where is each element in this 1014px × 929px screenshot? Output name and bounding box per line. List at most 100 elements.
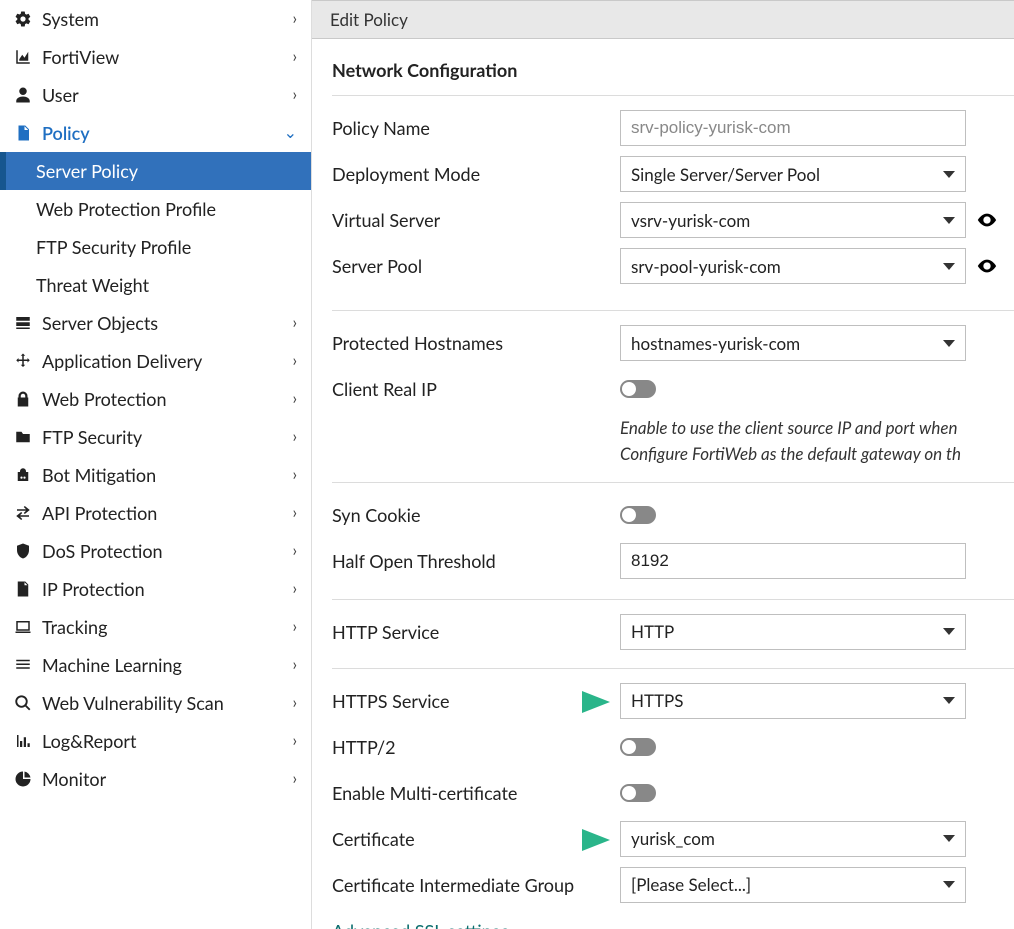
select-value: srv-pool-yurisk-com xyxy=(631,256,943,277)
nav-application-delivery[interactable]: Application Delivery › xyxy=(0,342,311,380)
label-multi-cert: Enable Multi-certificate xyxy=(332,782,620,804)
main-panel: Edit Policy Network Configuration Policy… xyxy=(312,0,1014,929)
nav-ip-protection[interactable]: IP Protection › xyxy=(0,570,311,608)
chevron-right-icon: › xyxy=(292,579,297,598)
nav-api-protection[interactable]: API Protection › xyxy=(0,494,311,532)
select-server-pool[interactable]: srv-pool-yurisk-com xyxy=(620,248,966,284)
hint-text: Enable to use the client source IP and p… xyxy=(332,415,1014,468)
caret-down-icon xyxy=(943,263,955,270)
chevron-right-icon: › xyxy=(292,389,297,408)
nav-web-vuln-scan[interactable]: Web Vulnerability Scan › xyxy=(0,684,311,722)
bars-icon xyxy=(12,732,34,750)
divider xyxy=(332,95,1014,96)
nav-label: Bot Mitigation xyxy=(42,464,292,486)
select-certificate[interactable]: yurisk_com xyxy=(620,821,966,857)
label-https-service: HTTPS Service xyxy=(332,690,620,712)
hint-line: Enable to use the client source IP and p… xyxy=(620,415,1014,441)
caret-down-icon xyxy=(943,697,955,704)
chevron-right-icon: › xyxy=(292,769,297,788)
nav-dos-protection[interactable]: DoS Protection › xyxy=(0,532,311,570)
nav-label: System xyxy=(42,8,292,30)
label-policy-name: Policy Name xyxy=(332,117,620,139)
chevron-right-icon: › xyxy=(292,9,297,28)
input-half-open-threshold[interactable] xyxy=(620,543,966,579)
select-value: HTTP xyxy=(631,621,943,642)
select-cert-group[interactable]: [Please Select...] xyxy=(620,867,966,903)
nav-ftp-security[interactable]: FTP Security › xyxy=(0,418,311,456)
nav-web-protection[interactable]: Web Protection › xyxy=(0,380,311,418)
lock-icon xyxy=(12,390,34,408)
move-icon xyxy=(12,352,34,370)
nav-user[interactable]: User › xyxy=(0,76,311,114)
chevron-right-icon: › xyxy=(292,427,297,446)
view-icon[interactable] xyxy=(976,255,998,277)
gear-icon xyxy=(12,10,34,28)
nav-log-report[interactable]: Log&Report › xyxy=(0,722,311,760)
nav-system[interactable]: System › xyxy=(0,0,311,38)
label-certificate: Certificate xyxy=(332,828,620,850)
nav-policy[interactable]: Policy ⌄ xyxy=(0,114,311,152)
area-chart-icon xyxy=(12,48,34,66)
select-value: hostnames-yurisk-com xyxy=(631,333,943,354)
caret-down-icon xyxy=(943,835,955,842)
nav-machine-learning[interactable]: Machine Learning › xyxy=(0,646,311,684)
chevron-right-icon: › xyxy=(292,351,297,370)
page-title: Edit Policy xyxy=(330,9,408,30)
folder-icon xyxy=(12,428,34,446)
user-icon xyxy=(12,86,34,104)
caret-down-icon xyxy=(943,171,955,178)
label-client-real-ip: Client Real IP xyxy=(332,378,620,400)
subnav-label: FTP Security Profile xyxy=(36,236,191,258)
nav-label: IP Protection xyxy=(42,578,292,600)
select-https-service[interactable]: HTTPS xyxy=(620,683,966,719)
subnav-server-policy[interactable]: Server Policy xyxy=(0,152,311,190)
chevron-right-icon: › xyxy=(292,655,297,674)
nav-label: Web Protection xyxy=(42,388,292,410)
select-http-service[interactable]: HTTP xyxy=(620,614,966,650)
select-deployment-mode[interactable]: Single Server/Server Pool xyxy=(620,156,966,192)
divider xyxy=(332,482,1014,483)
toggle-http2[interactable] xyxy=(620,738,656,756)
server-icon xyxy=(12,314,34,332)
view-icon[interactable] xyxy=(976,209,998,231)
chevron-down-icon: ⌄ xyxy=(284,123,297,142)
select-virtual-server[interactable]: vsrv-yurisk-com xyxy=(620,202,966,238)
caret-down-icon xyxy=(943,340,955,347)
nav-label: DoS Protection xyxy=(42,540,292,562)
nav-label: Tracking xyxy=(42,616,292,638)
laptop-icon xyxy=(12,618,34,636)
caret-down-icon xyxy=(943,881,955,888)
toggle-multi-cert[interactable] xyxy=(620,784,656,802)
subnav-web-protection-profile[interactable]: Web Protection Profile xyxy=(0,190,311,228)
nav-label: Application Delivery xyxy=(42,350,292,372)
select-value: Single Server/Server Pool xyxy=(631,164,943,185)
subnav-threat-weight[interactable]: Threat Weight xyxy=(0,266,311,304)
nav-label: Policy xyxy=(42,122,284,144)
pie-icon xyxy=(12,770,34,788)
input-policy-name[interactable] xyxy=(620,110,966,146)
subnav-label: Web Protection Profile xyxy=(36,198,216,220)
chevron-right-icon: › xyxy=(292,541,297,560)
toggle-client-real-ip[interactable] xyxy=(620,380,656,398)
nav-label: FTP Security xyxy=(42,426,292,448)
toggle-syn-cookie[interactable] xyxy=(620,506,656,524)
nav-tracking[interactable]: Tracking › xyxy=(0,608,311,646)
label-syn-cookie: Syn Cookie xyxy=(332,504,620,526)
nav-monitor[interactable]: Monitor › xyxy=(0,760,311,798)
link-advanced-ssl[interactable]: Advanced SSL settings xyxy=(332,920,509,929)
nav-label: Monitor xyxy=(42,768,292,790)
chevron-right-icon: › xyxy=(292,465,297,484)
label-http-service: HTTP Service xyxy=(332,621,620,643)
chevron-right-icon: › xyxy=(292,313,297,332)
select-protected-hostnames[interactable]: hostnames-yurisk-com xyxy=(620,325,966,361)
subnav-ftp-security-profile[interactable]: FTP Security Profile xyxy=(0,228,311,266)
form-content: Network Configuration Policy Name Deploy… xyxy=(312,39,1014,929)
nav-fortiview[interactable]: FortiView › xyxy=(0,38,311,76)
nav-label: API Protection xyxy=(42,502,292,524)
nav-label: Web Vulnerability Scan xyxy=(42,692,292,714)
label-cert-group: Certificate Intermediate Group xyxy=(332,874,620,896)
nav-bot-mitigation[interactable]: Bot Mitigation › xyxy=(0,456,311,494)
nav-server-objects[interactable]: Server Objects › xyxy=(0,304,311,342)
chevron-right-icon: › xyxy=(292,85,297,104)
nav-label: Log&Report xyxy=(42,730,292,752)
